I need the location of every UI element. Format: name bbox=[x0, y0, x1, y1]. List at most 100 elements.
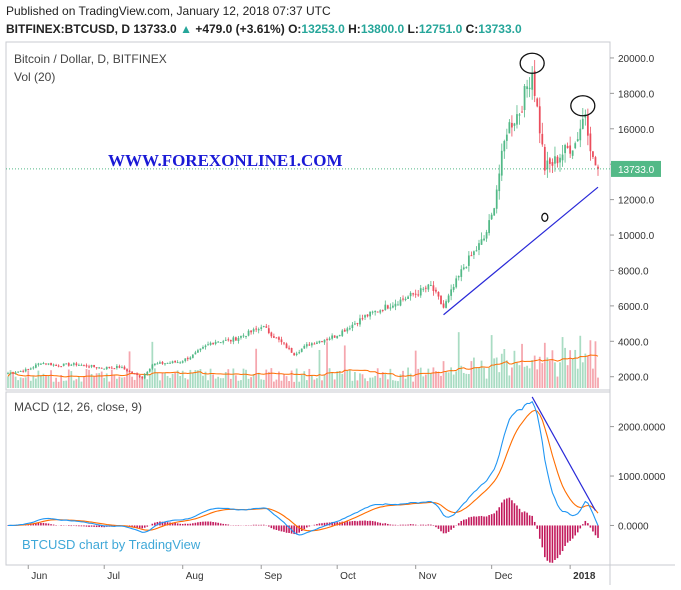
volume-bar bbox=[224, 372, 227, 388]
candle-body bbox=[569, 145, 572, 154]
candle-body bbox=[143, 374, 146, 379]
volume-bar bbox=[376, 368, 379, 388]
candle-body bbox=[176, 362, 179, 364]
volume-bar bbox=[386, 379, 389, 388]
macd-histogram-bar bbox=[511, 500, 513, 526]
macd-histogram-bar bbox=[252, 524, 255, 526]
volume-bar bbox=[318, 349, 321, 388]
volume-bar bbox=[113, 374, 116, 388]
volume-bar bbox=[141, 376, 144, 388]
candle-body bbox=[442, 303, 445, 308]
volume-bar bbox=[164, 372, 166, 388]
volume-bar bbox=[556, 376, 559, 388]
last-price-badge-label: 13733.0 bbox=[618, 165, 655, 176]
macd-histogram-bar bbox=[538, 525, 541, 539]
volume-bar bbox=[138, 377, 141, 388]
candle-body bbox=[321, 341, 323, 343]
candle-body bbox=[422, 288, 425, 290]
volume-bar bbox=[437, 371, 440, 388]
volume-bar bbox=[14, 376, 17, 388]
volume-bar bbox=[478, 367, 480, 388]
candle-body bbox=[556, 156, 559, 164]
macd-histogram-bar bbox=[174, 523, 176, 526]
macd-histogram-bar bbox=[579, 525, 582, 529]
time-tick-label: Sep bbox=[264, 571, 282, 582]
candle-body bbox=[184, 358, 187, 362]
candle-body bbox=[361, 318, 364, 320]
price-trendline[interactable] bbox=[443, 186, 599, 316]
volume-bar bbox=[414, 350, 417, 388]
macd-histogram-bar bbox=[318, 523, 321, 526]
volume-bar bbox=[174, 372, 177, 388]
high-label: H: bbox=[348, 22, 361, 36]
candle-body bbox=[419, 288, 422, 296]
candle-body bbox=[240, 335, 242, 338]
candle-body bbox=[493, 208, 496, 216]
macd-histogram-bar bbox=[392, 524, 394, 526]
volume-bar bbox=[293, 381, 296, 388]
volume-bar bbox=[19, 377, 22, 388]
macd-trendline[interactable] bbox=[531, 396, 596, 511]
volume-bar bbox=[202, 375, 204, 388]
candle-body bbox=[336, 335, 339, 339]
candle-body bbox=[164, 363, 166, 365]
volume-bar bbox=[452, 374, 455, 388]
macd-histogram-bar bbox=[268, 525, 270, 527]
volume-bar bbox=[564, 347, 566, 388]
candle-body bbox=[290, 347, 293, 353]
candle-body bbox=[212, 343, 214, 345]
macd-histogram-bar bbox=[485, 516, 488, 526]
volume-bar bbox=[93, 376, 95, 388]
macd-histogram-bar bbox=[480, 515, 483, 526]
hand-drawn-circle[interactable] bbox=[519, 52, 545, 74]
macd-histogram-bar bbox=[50, 524, 52, 526]
candle-body bbox=[75, 363, 78, 366]
candle-body bbox=[174, 360, 177, 363]
candle-body bbox=[354, 323, 356, 325]
macd-histogram-bar bbox=[100, 525, 103, 528]
volume-bar bbox=[118, 376, 121, 388]
volume-bar bbox=[505, 360, 508, 388]
time-tick-label: Aug bbox=[186, 571, 204, 582]
macd-histogram-bar bbox=[133, 525, 136, 528]
candle-body bbox=[303, 345, 306, 349]
volume-bar bbox=[559, 362, 561, 388]
candle-body bbox=[338, 335, 341, 337]
volume-bar bbox=[37, 370, 40, 388]
volume-bar bbox=[169, 377, 171, 388]
candle-body bbox=[450, 289, 453, 296]
candle-body bbox=[460, 269, 463, 277]
volume-bar bbox=[589, 340, 592, 388]
price-tick-label: 8000.0 bbox=[618, 266, 649, 277]
candle-body bbox=[538, 106, 541, 134]
volume-bar bbox=[214, 378, 217, 388]
macd-histogram-bar bbox=[288, 525, 290, 533]
volume-bar bbox=[242, 368, 245, 388]
macd-histogram-bar bbox=[536, 525, 539, 529]
hand-drawn-circle[interactable] bbox=[541, 212, 549, 222]
candle-body bbox=[278, 337, 280, 340]
candle-body bbox=[371, 311, 374, 313]
volume-bar bbox=[554, 362, 556, 388]
macd-histogram-bar bbox=[364, 520, 366, 526]
candle-body bbox=[169, 362, 171, 364]
macd-histogram-bar bbox=[549, 525, 551, 563]
macd-histogram-bar bbox=[554, 525, 556, 560]
volume-bar bbox=[252, 373, 255, 388]
hand-drawn-circle[interactable] bbox=[570, 95, 596, 117]
volume-bar bbox=[399, 374, 402, 388]
macd-histogram-bar bbox=[470, 516, 473, 526]
macd-histogram-bar bbox=[354, 520, 356, 526]
candle-body bbox=[394, 303, 397, 307]
volume-bar bbox=[98, 373, 101, 388]
candle-body bbox=[207, 344, 209, 346]
volume-bar bbox=[592, 368, 594, 388]
candle-body bbox=[313, 343, 316, 345]
macd-histogram-bar bbox=[513, 503, 516, 526]
volume-bar bbox=[511, 367, 513, 388]
volume-bar bbox=[275, 379, 278, 388]
macd-histogram-bar bbox=[412, 524, 414, 526]
price-tick-label: 16000.0 bbox=[618, 125, 655, 136]
volume-bar bbox=[500, 353, 503, 388]
